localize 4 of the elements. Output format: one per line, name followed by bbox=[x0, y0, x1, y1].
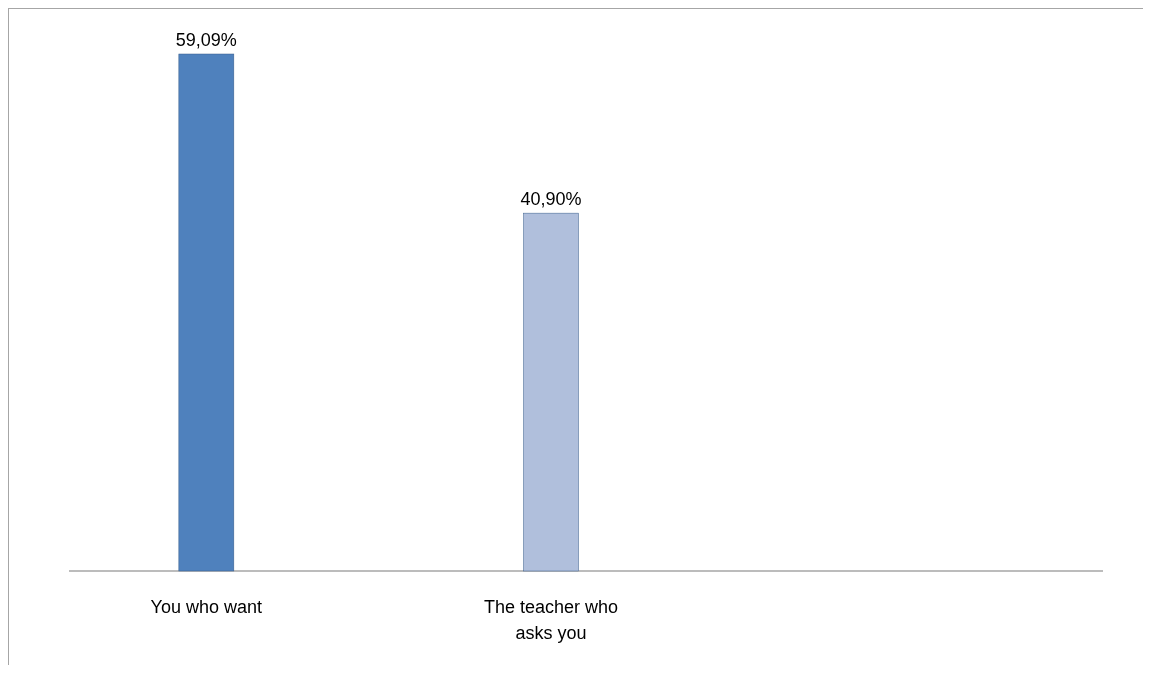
data-label: 59,09% bbox=[175, 30, 237, 50]
data-label: 40,90% bbox=[520, 189, 582, 210]
x-tick-label: You who want bbox=[150, 597, 263, 617]
x-tick-label: The teacher who asks you bbox=[483, 597, 619, 643]
